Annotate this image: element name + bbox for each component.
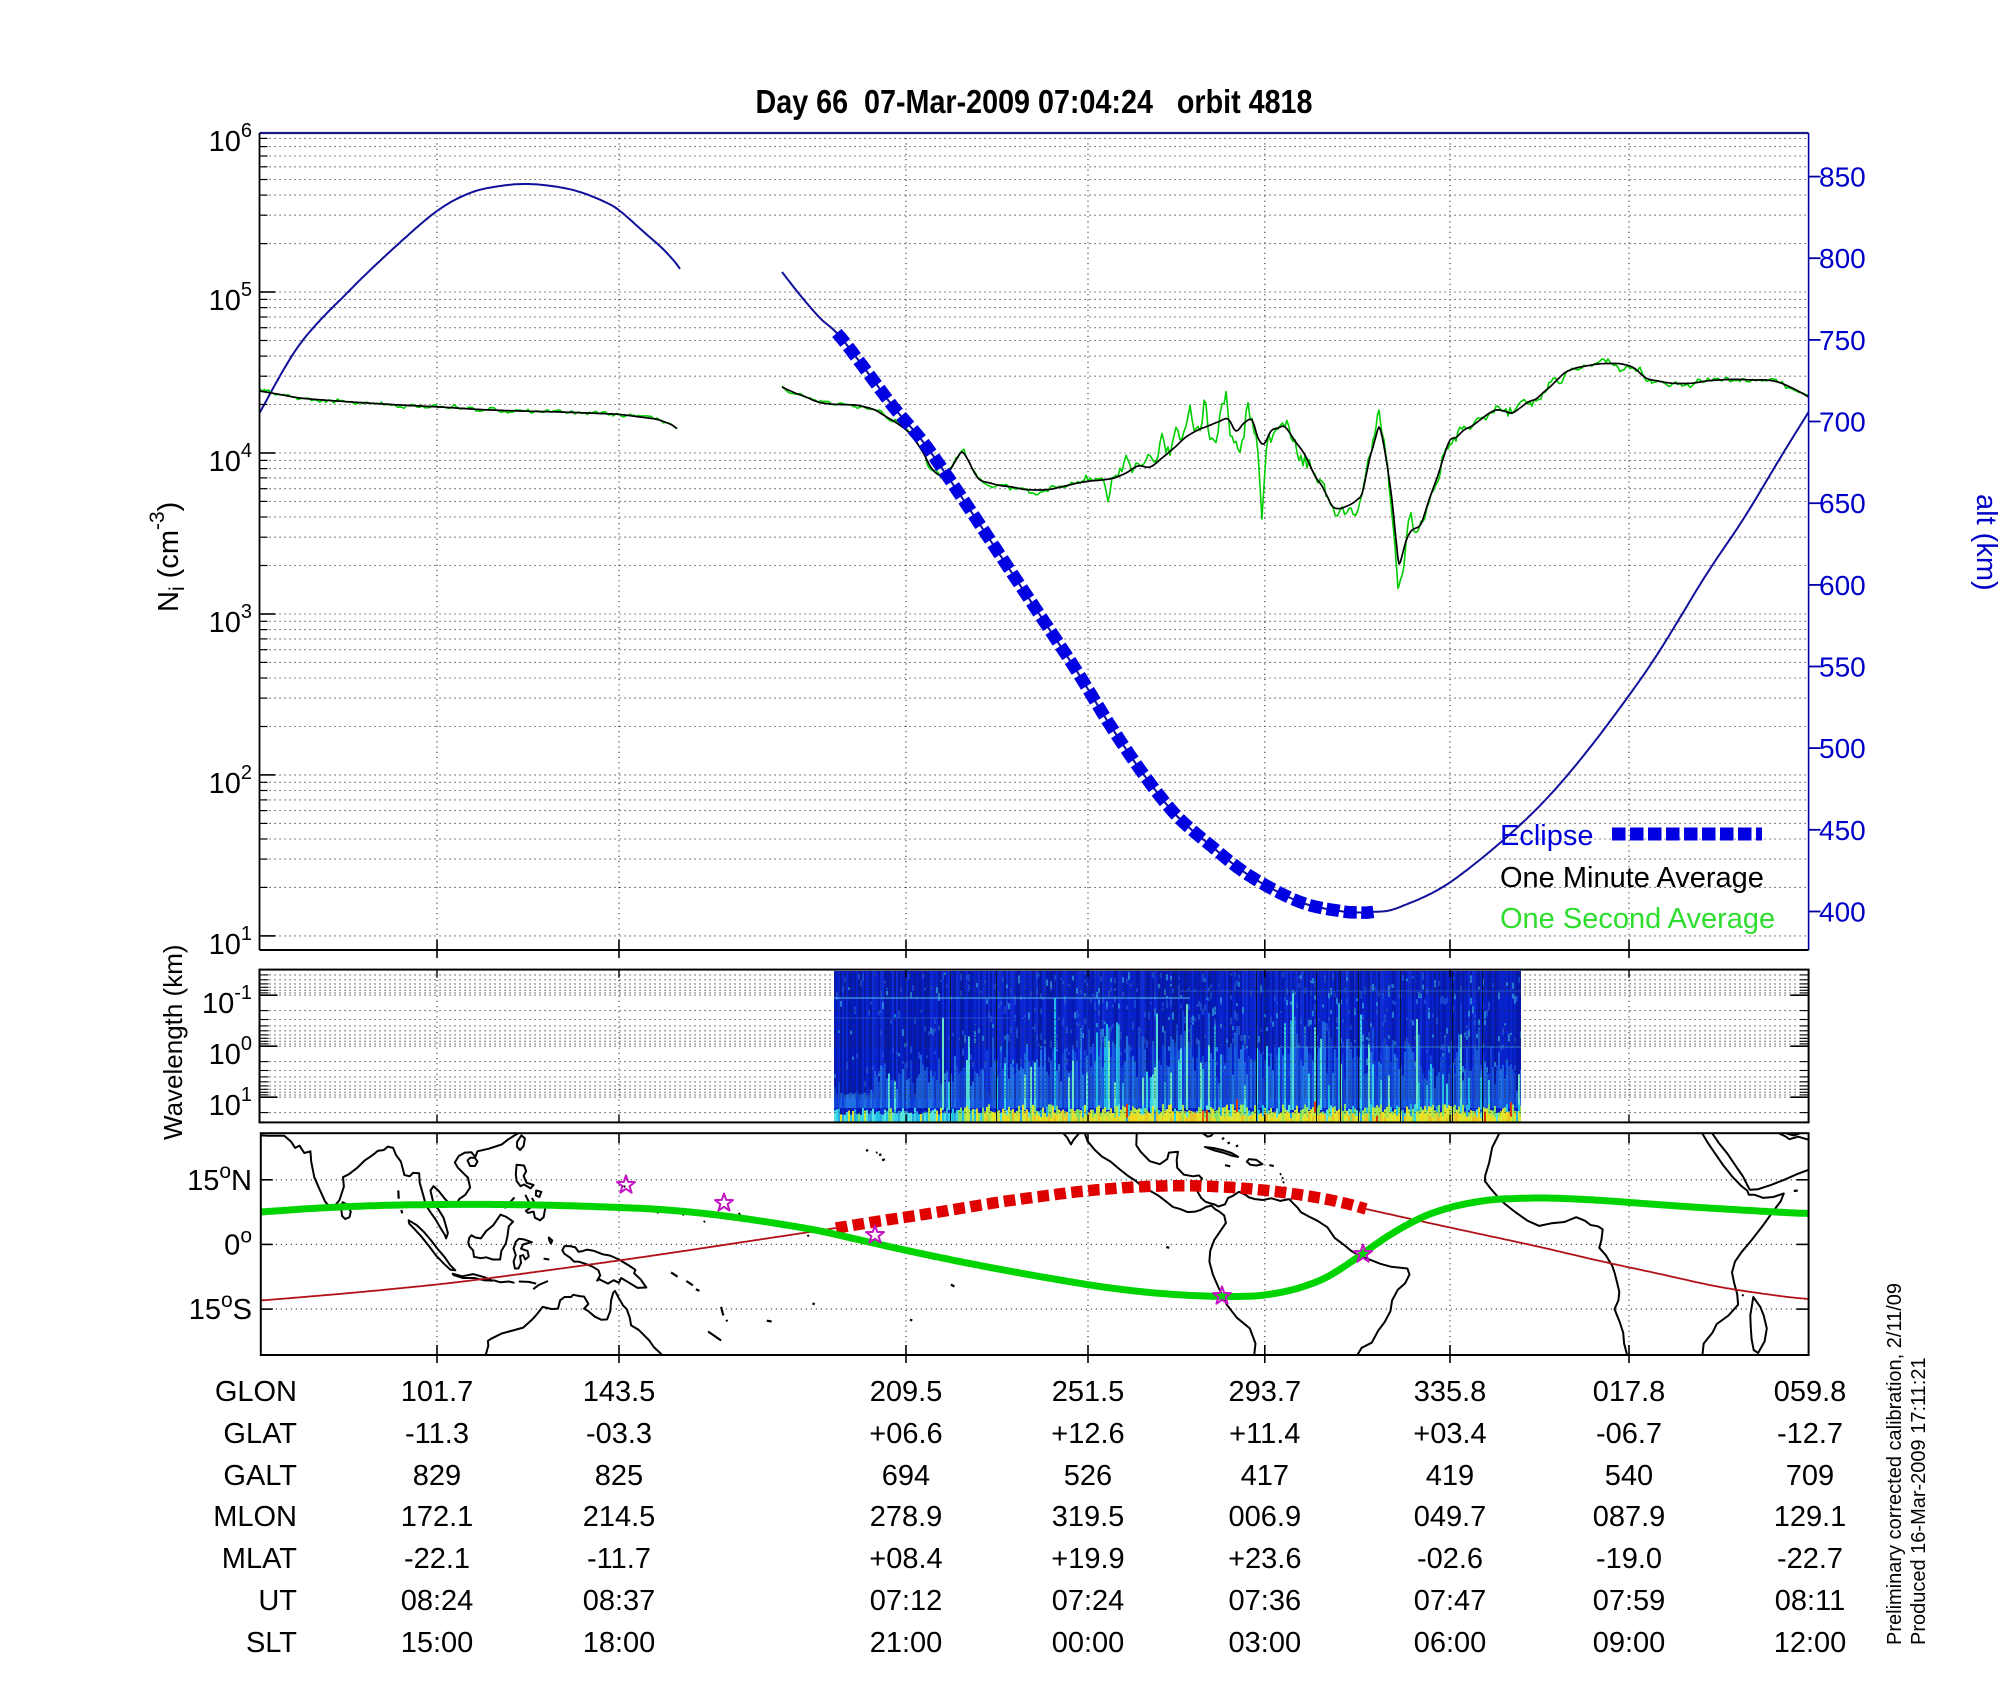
svg-text:+19.9: +19.9	[1051, 1543, 1124, 1575]
svg-text:Day 66 07-Mar-2009 07:04:24: Day 66 07-Mar-2009 07:04:24 orbit 4818	[756, 83, 1313, 120]
svg-text:08:37: 08:37	[583, 1585, 656, 1617]
svg-text:MLAT: MLAT	[222, 1543, 297, 1575]
svg-text:alt (km): alt (km)	[1970, 494, 2000, 591]
svg-text:214.5: 214.5	[583, 1501, 656, 1533]
svg-text:335.8: 335.8	[1414, 1376, 1487, 1408]
svg-text:15oS: 15oS	[189, 1289, 252, 1326]
svg-text:172.1: 172.1	[401, 1501, 474, 1533]
svg-text:-11.3: -11.3	[405, 1418, 469, 1450]
svg-text:800: 800	[1819, 243, 1866, 274]
svg-text:500: 500	[1819, 733, 1866, 764]
svg-text:-06.7: -06.7	[1596, 1418, 1662, 1450]
svg-text:-22.1: -22.1	[404, 1543, 470, 1575]
svg-text:-02.6: -02.6	[1417, 1543, 1483, 1575]
svg-text:825: 825	[595, 1460, 643, 1492]
svg-text:07:36: 07:36	[1229, 1585, 1302, 1617]
svg-text:278.9: 278.9	[870, 1501, 943, 1533]
svg-text:600: 600	[1819, 570, 1866, 601]
svg-text:UT: UT	[258, 1585, 297, 1617]
svg-text:18:00: 18:00	[583, 1627, 656, 1659]
svg-text:540: 540	[1605, 1460, 1653, 1492]
svg-text:700: 700	[1819, 407, 1866, 438]
svg-text:101: 101	[209, 923, 252, 961]
svg-text:006.9: 006.9	[1229, 1501, 1302, 1533]
svg-text:101.7: 101.7	[401, 1376, 474, 1408]
svg-text:+08.4: +08.4	[869, 1543, 942, 1575]
svg-text:101: 101	[209, 1084, 252, 1122]
svg-text:+03.4: +03.4	[1413, 1418, 1486, 1450]
svg-text:450: 450	[1819, 815, 1866, 846]
svg-text:-11.7: -11.7	[587, 1543, 651, 1575]
svg-text:GALT: GALT	[223, 1460, 297, 1492]
svg-text:GLAT: GLAT	[223, 1418, 297, 1450]
svg-text:251.5: 251.5	[1052, 1376, 1125, 1408]
svg-text:03:00: 03:00	[1229, 1627, 1302, 1659]
svg-text:850: 850	[1819, 162, 1866, 193]
svg-text:650: 650	[1819, 488, 1866, 519]
svg-text:Wavelength (km): Wavelength (km)	[158, 944, 188, 1140]
svg-text:694: 694	[882, 1460, 930, 1492]
svg-text:417: 417	[1241, 1460, 1289, 1492]
svg-text:750: 750	[1819, 325, 1866, 356]
svg-text:293.7: 293.7	[1229, 1376, 1302, 1408]
svg-text:Preliminary corrected calibrat: Preliminary corrected calibration, 2/11/…	[1884, 1283, 1906, 1645]
svg-text:709: 709	[1786, 1460, 1834, 1492]
svg-text:Produced 16-Mar-2009 17:11:21: Produced 16-Mar-2009 17:11:21	[1908, 1357, 1930, 1645]
svg-text:143.5: 143.5	[583, 1376, 656, 1408]
svg-text:-12.7: -12.7	[1777, 1418, 1843, 1450]
svg-text:+06.6: +06.6	[869, 1418, 942, 1450]
svg-text:400: 400	[1819, 897, 1866, 928]
svg-text:MLON: MLON	[213, 1501, 297, 1533]
svg-text:06:00: 06:00	[1414, 1627, 1487, 1659]
svg-text:12:00: 12:00	[1774, 1627, 1847, 1659]
svg-text:Eclipse: Eclipse	[1500, 820, 1594, 852]
svg-text:209.5: 209.5	[870, 1376, 943, 1408]
svg-text:09:00: 09:00	[1593, 1627, 1666, 1659]
svg-text:+23.6: +23.6	[1228, 1543, 1301, 1575]
svg-text:15:00: 15:00	[401, 1627, 474, 1659]
svg-text:One Second Average: One Second Average	[1500, 903, 1775, 935]
svg-text:829: 829	[413, 1460, 461, 1492]
svg-text:-03.3: -03.3	[586, 1418, 652, 1450]
svg-text:550: 550	[1819, 652, 1866, 683]
svg-text:129.1: 129.1	[1774, 1501, 1847, 1533]
svg-text:+11.4: +11.4	[1229, 1418, 1300, 1450]
svg-text:-22.7: -22.7	[1777, 1543, 1843, 1575]
svg-text:08:24: 08:24	[401, 1585, 474, 1617]
svg-text:08:11: 08:11	[1775, 1585, 1845, 1617]
svg-text:049.7: 049.7	[1414, 1501, 1487, 1533]
svg-text:419: 419	[1426, 1460, 1474, 1492]
svg-text:07:59: 07:59	[1593, 1585, 1666, 1617]
svg-text:319.5: 319.5	[1052, 1501, 1125, 1533]
svg-text:087.9: 087.9	[1593, 1501, 1666, 1533]
svg-text:059.8: 059.8	[1774, 1376, 1847, 1408]
svg-text:21:00: 21:00	[870, 1627, 943, 1659]
svg-text:+12.6: +12.6	[1051, 1418, 1124, 1450]
svg-text:07:12: 07:12	[870, 1585, 943, 1617]
svg-text:-19.0: -19.0	[1596, 1543, 1662, 1575]
svg-text:017.8: 017.8	[1593, 1376, 1666, 1408]
svg-text:SLT: SLT	[246, 1627, 297, 1659]
svg-text:00:00: 00:00	[1052, 1627, 1125, 1659]
svg-text:526: 526	[1064, 1460, 1112, 1492]
svg-text:One Minute Average: One Minute Average	[1500, 862, 1764, 894]
svg-text:07:24: 07:24	[1052, 1585, 1125, 1617]
svg-text:GLON: GLON	[215, 1376, 297, 1408]
svg-text:07:47: 07:47	[1414, 1585, 1487, 1617]
